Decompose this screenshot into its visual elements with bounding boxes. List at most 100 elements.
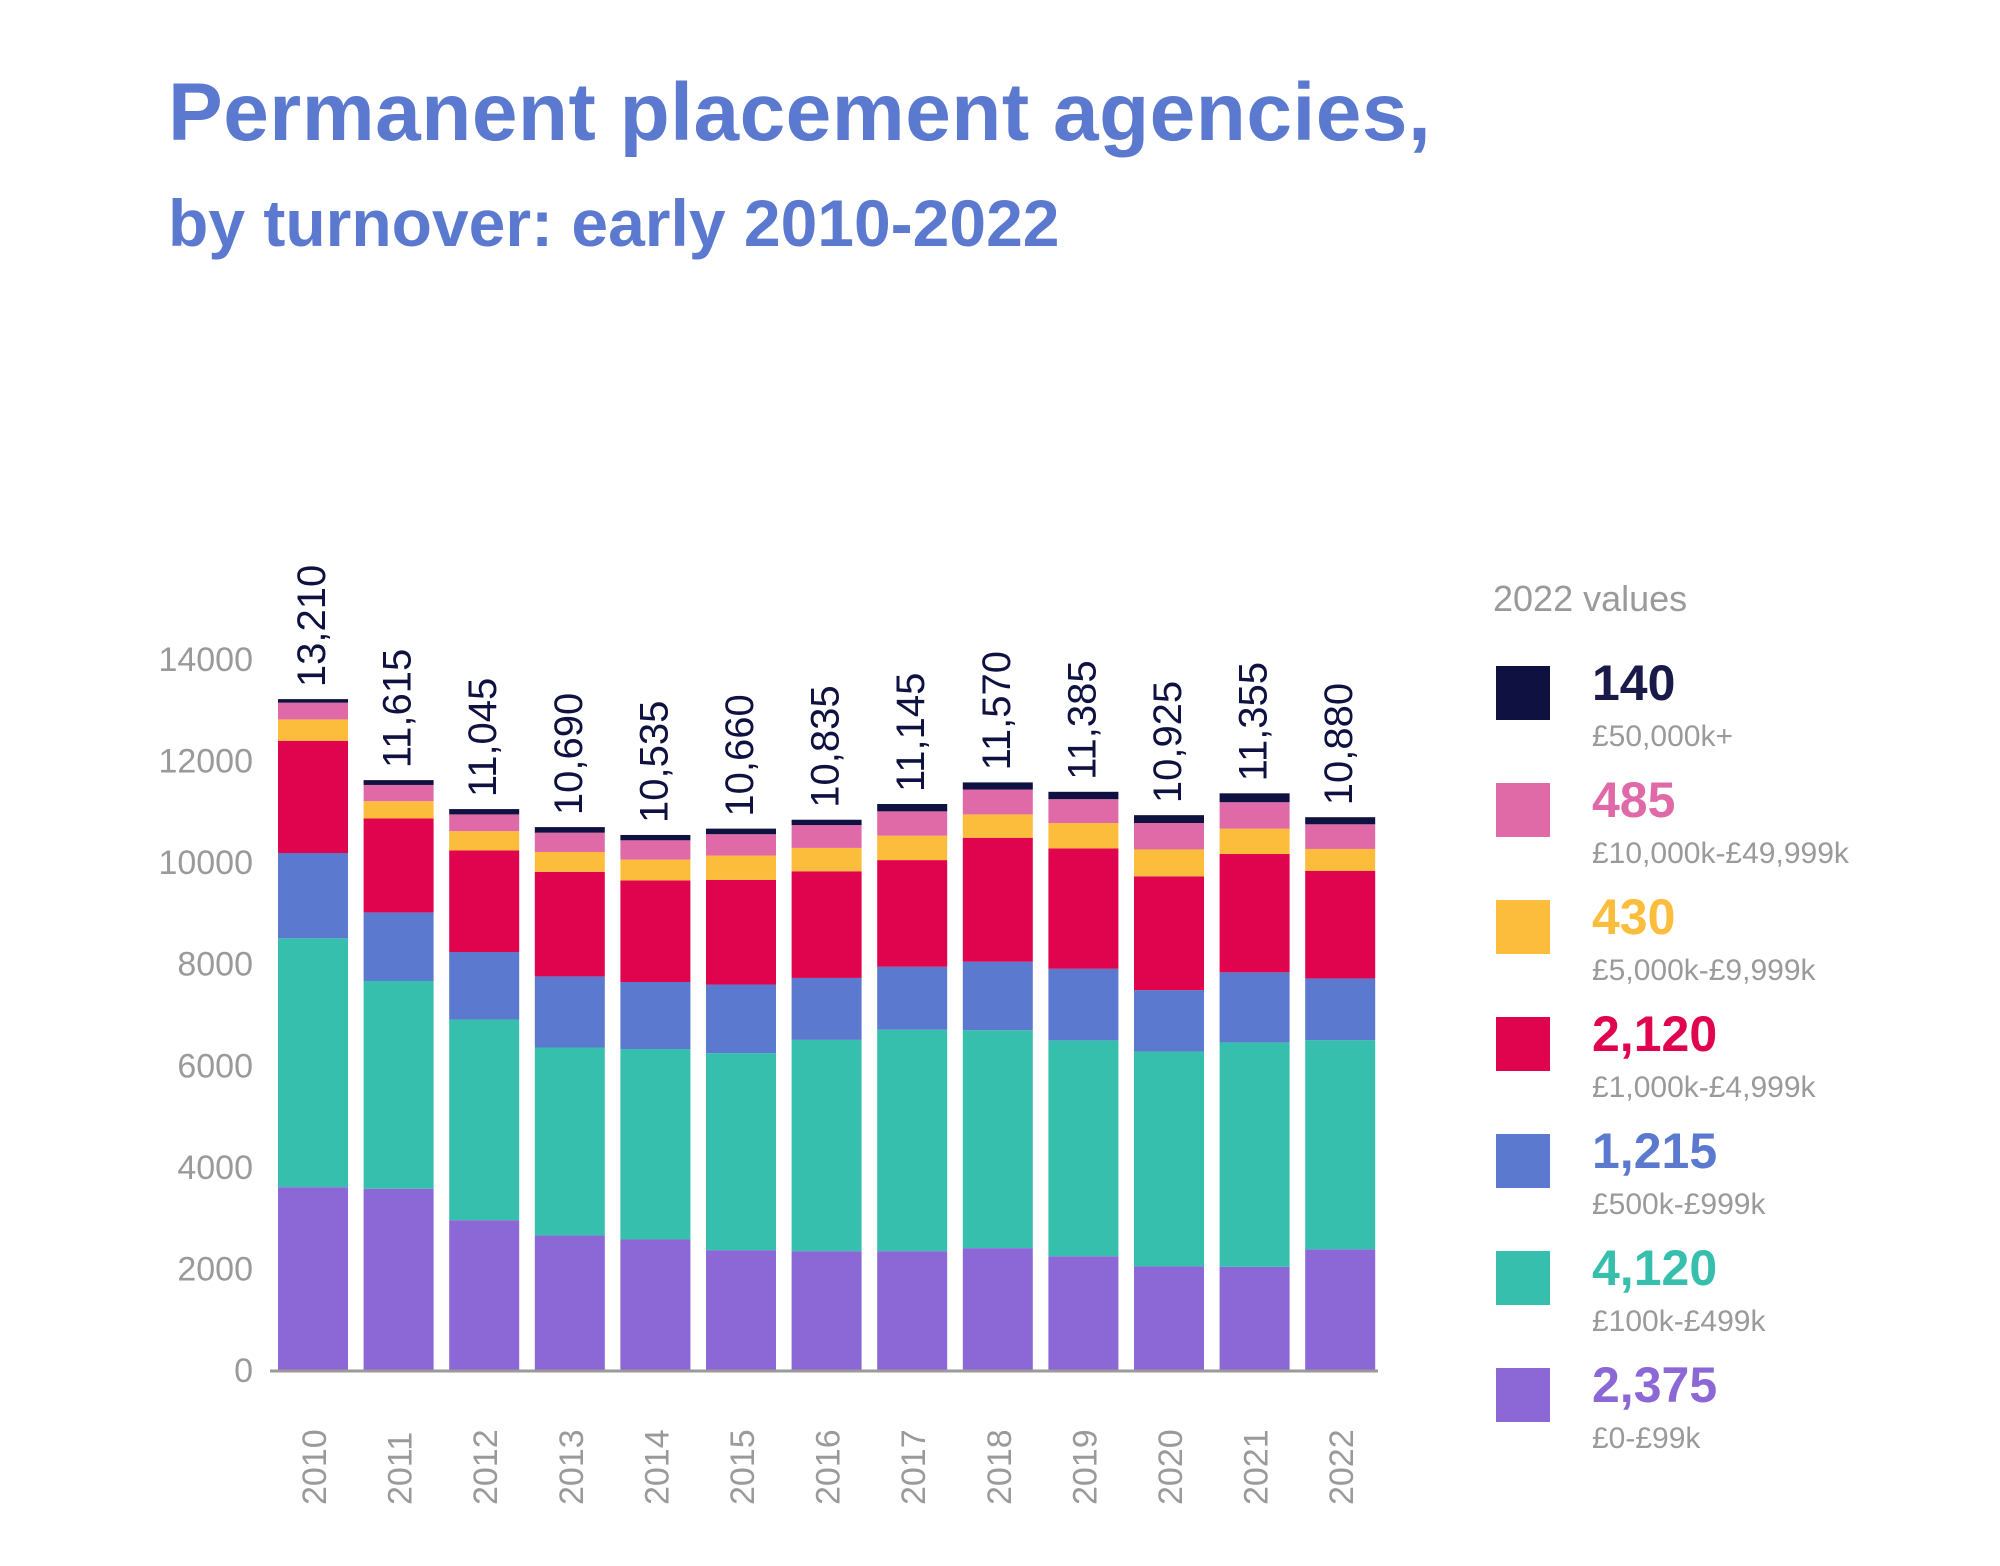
bar-segment <box>278 853 348 939</box>
legend-swatch <box>1496 783 1550 837</box>
legend-item: 4,120 £100k-£499k <box>1496 1243 1976 1368</box>
legend-item: 2,375 £0-£99k <box>1496 1360 1976 1485</box>
total-data-label: 10,835 <box>804 685 848 807</box>
bar-segment <box>1219 972 1290 1043</box>
bar-segment <box>706 834 776 856</box>
bar-segment <box>706 879 776 985</box>
bar-segment <box>1134 849 1204 877</box>
bar-segment <box>363 980 434 1189</box>
legend-value: 140 <box>1592 655 1676 711</box>
legend-swatch <box>1496 666 1550 720</box>
bar-segment <box>449 1220 520 1370</box>
x-tick-label: 2012 <box>467 1429 505 1505</box>
bar-segment <box>534 832 605 852</box>
stacked-bar-chart: 0 2000 4000 6000 8000 10000 12000 14000 13,210 20… <box>158 565 1378 1505</box>
x-tick-label: 2015 <box>724 1429 762 1505</box>
x-tick-label: 2022 <box>1323 1429 1361 1505</box>
bar-segment <box>791 819 862 826</box>
x-tick-label: 2018 <box>981 1429 1019 1505</box>
bar-segment <box>449 1019 520 1221</box>
legend-value: 4,120 <box>1592 1240 1718 1296</box>
bar-segment <box>1134 823 1204 850</box>
bar-segment <box>1305 870 1376 979</box>
bar-segment <box>1305 1040 1376 1250</box>
bar-segment <box>620 834 691 841</box>
bar-segment <box>1219 854 1290 973</box>
total-data-label: 11,045 <box>461 678 505 797</box>
bar-segment <box>877 1251 948 1370</box>
bar-segment <box>1048 1040 1119 1257</box>
bar-segment <box>278 719 348 741</box>
total-data-label: 11,385 <box>1060 660 1104 779</box>
bar-segment <box>877 803 948 812</box>
legend-swatch <box>1496 1134 1550 1188</box>
bar-segment <box>449 850 520 953</box>
bar-segment <box>791 871 862 978</box>
bar-segment <box>962 814 1033 838</box>
legend-item: 485 £10,000k-£49,999k <box>1496 775 1976 900</box>
bar-segment <box>706 1053 776 1251</box>
total-data-label: 11,570 <box>975 651 1019 770</box>
bar-segment <box>449 814 520 832</box>
bar-segment <box>449 952 520 1020</box>
total-data-label: 10,925 <box>1146 681 1190 803</box>
bar-segment <box>1048 791 1119 800</box>
x-tick-label: 2011 <box>382 1432 420 1505</box>
bar-segment <box>1048 799 1119 824</box>
bar-segment <box>620 1239 691 1370</box>
bar-segment <box>1305 1249 1376 1370</box>
total-data-label: 11,615 <box>376 649 420 768</box>
bar-segment <box>363 801 434 819</box>
total-data-label: 11,145 <box>889 673 933 792</box>
bar-segment <box>791 1251 862 1370</box>
bar-segment <box>1134 1051 1204 1267</box>
legend-value: 2,120 <box>1592 1006 1718 1062</box>
legend-swatch <box>1496 1251 1550 1305</box>
legend-range-label: £500k-£999k <box>1592 1188 1766 1221</box>
bar-segment <box>877 860 948 967</box>
bar-segment <box>1219 828 1290 855</box>
legend-item: 2,120 £1,000k-£4,999k <box>1496 1009 1976 1134</box>
legend-range-label: £5,000k-£9,999k <box>1592 954 1816 987</box>
bar-segment <box>1219 1266 1290 1370</box>
total-data-label: 10,690 <box>547 693 591 815</box>
y-tick-label: 2000 <box>177 1250 253 1288</box>
y-tick-label: 14000 <box>158 641 253 679</box>
bar-segment <box>962 1248 1033 1370</box>
bar-segment <box>363 912 434 981</box>
total-data-label: 10,660 <box>718 694 762 816</box>
bar-segment <box>1305 978 1376 1041</box>
bar-segment <box>278 740 348 854</box>
bar-segment <box>791 1039 862 1252</box>
total-data-label: 11,355 <box>1232 662 1276 781</box>
legend-value: 2,375 <box>1592 1357 1718 1413</box>
legend-swatch <box>1496 900 1550 954</box>
bar-segment <box>278 699 348 703</box>
chart-title: Permanent placement agencies, <box>168 67 1432 158</box>
chart-subtitle: by turnover: early 2010-2022 <box>168 186 1060 260</box>
x-tick-label: 2019 <box>1066 1429 1104 1505</box>
bar-segment <box>534 827 605 833</box>
bar-segment <box>962 782 1033 790</box>
bar-segment <box>620 840 691 860</box>
bar-segment <box>791 847 862 872</box>
bar-segment <box>278 702 348 720</box>
legend-range-label: £0-£99k <box>1592 1422 1701 1455</box>
y-tick-label: 0 <box>234 1352 253 1390</box>
bar-segment <box>962 789 1033 815</box>
bar-segment <box>449 831 520 851</box>
legend-item: 430 £5,000k-£9,999k <box>1496 892 1976 1017</box>
bar-segment <box>877 811 948 836</box>
legend-swatch <box>1496 1368 1550 1422</box>
legend-range-label: £10,000k-£49,999k <box>1592 837 1849 870</box>
total-data-label: 13,210 <box>290 565 334 687</box>
bar-segment <box>706 828 776 835</box>
legend-range-label: £100k-£499k <box>1592 1305 1766 1338</box>
total-data-label: 10,535 <box>632 701 676 823</box>
bar-segment <box>363 818 434 913</box>
bar-segment <box>620 859 691 881</box>
legend-range-label: £1,000k-£4,999k <box>1592 1071 1816 1104</box>
bar-segment <box>1305 848 1376 871</box>
bar-segment <box>1134 990 1204 1052</box>
bar-segment <box>534 1047 605 1236</box>
